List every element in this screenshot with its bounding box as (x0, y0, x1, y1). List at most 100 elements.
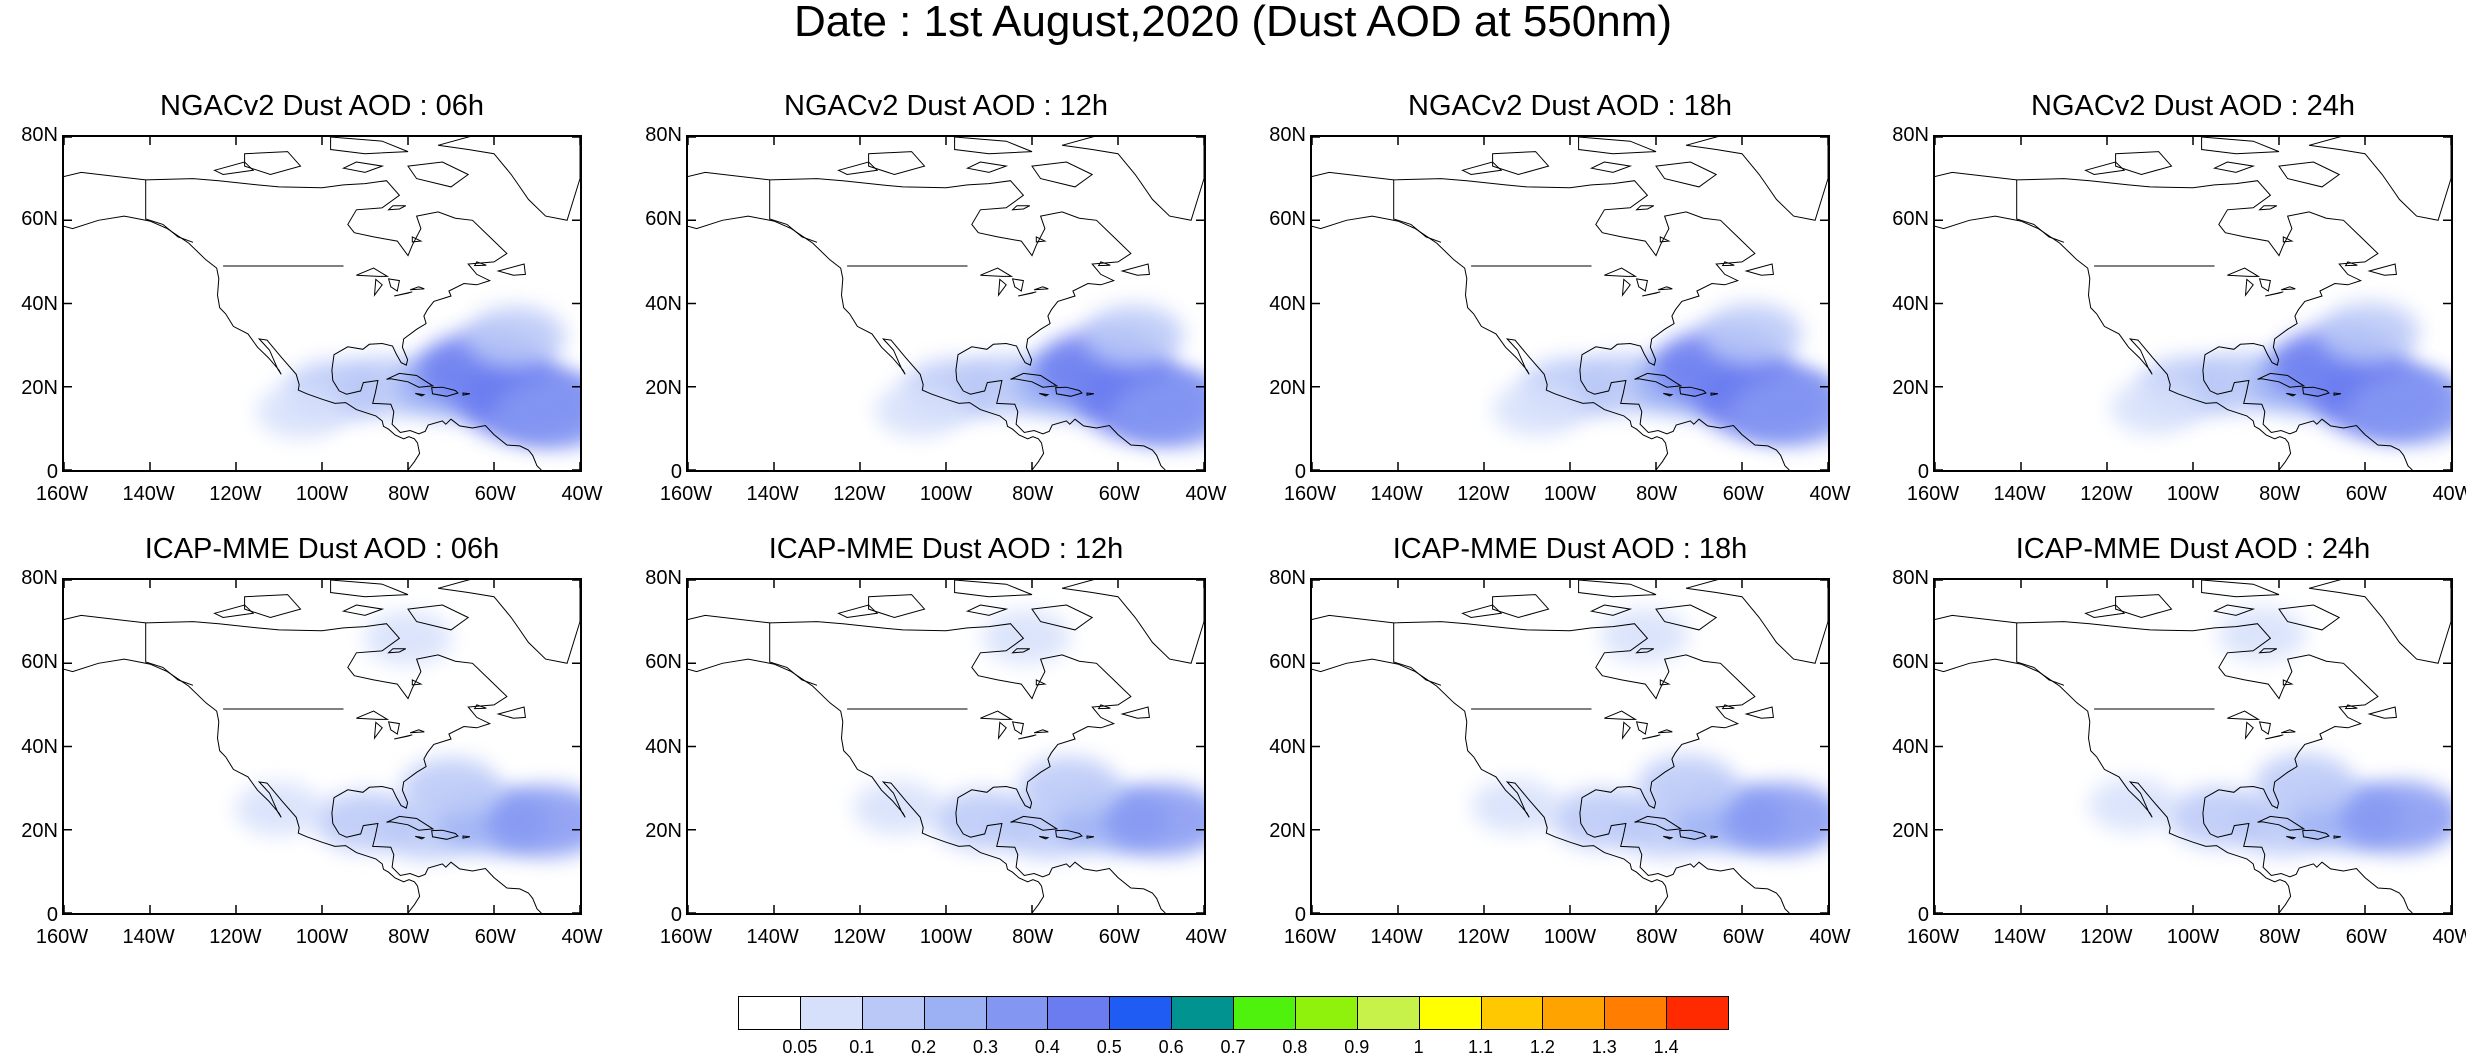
coastline-path (2367, 706, 2397, 719)
lat-tick-label: 0 (1917, 461, 1929, 483)
colorbar-label: 0.1 (849, 1037, 875, 1057)
lat-tick-label: 0 (670, 904, 682, 926)
coastline-path (431, 386, 459, 397)
map-panel (1933, 578, 2453, 915)
coastline-path (1120, 706, 1150, 719)
coastline-path (965, 604, 1009, 616)
lat-tick-label: 80N (645, 124, 682, 146)
coastline-path (1635, 648, 1655, 654)
aod-blob (496, 375, 580, 448)
lon-tick-label: 40W (561, 483, 603, 505)
map-svg (1312, 580, 1828, 913)
lat-tick-label: 60N (1269, 651, 1306, 674)
coastline-path (954, 580, 1033, 598)
coastline-path (2280, 729, 2296, 734)
aod-blob (1493, 381, 1582, 436)
coastline-path (2282, 236, 2294, 243)
coastline-path (244, 594, 302, 619)
lat-tick-label: 60N (645, 208, 682, 231)
lon-tick-label: 160W (1906, 483, 1960, 505)
colorbar-label: 0.05 (782, 1037, 818, 1057)
coastline-path (213, 161, 255, 176)
aod-blob (1101, 784, 1204, 857)
aod-blob (465, 306, 566, 367)
coastline-path (437, 580, 580, 664)
coastline-path (2016, 622, 2065, 686)
coastlines (1312, 580, 1828, 913)
coastline-path (356, 710, 390, 720)
lon-tick-label: 100W (1543, 483, 1597, 505)
aod-blob (1720, 782, 1828, 855)
lon-tick-label: 140W (1993, 483, 2046, 505)
lat-tick-label: 60N (1892, 651, 1929, 674)
map-panel (62, 135, 582, 472)
coastline-path (145, 179, 194, 243)
coastline-path (2258, 278, 2271, 292)
lon-tick-label: 40W (1185, 926, 1227, 948)
lon-tick-label: 80W (1636, 483, 1678, 505)
lon-tick-label: 80W (1012, 483, 1054, 505)
colorbar-swatch (1294, 996, 1358, 1030)
panel-title: ICAP-MME Dust AOD : 18h (1392, 533, 1748, 565)
coastline-path (688, 171, 1166, 470)
coastline-path (1710, 392, 1718, 396)
colorbar-label: 0.8 (1282, 1037, 1308, 1057)
colorbar-label: 0.6 (1158, 1037, 1184, 1057)
lon-tick-label: 40W (1809, 483, 1851, 505)
coastline-path (1010, 372, 1059, 388)
lon-tick-label: 160W (659, 926, 713, 948)
coastline-path (1659, 236, 1671, 243)
coastline-path (1642, 734, 1661, 740)
lon-tick-label: 100W (2166, 926, 2220, 948)
aod-blob (364, 611, 452, 666)
axis-ticks (1312, 137, 1828, 470)
lon-tick-label: 160W (1283, 483, 1337, 505)
aod-field (1493, 304, 1828, 445)
aod-blob (2088, 777, 2177, 832)
axis-ticks (1312, 580, 1828, 913)
coastline-path (213, 604, 255, 619)
coastline-path (415, 392, 426, 397)
aod-blob (1114, 374, 1204, 447)
lat-tick-label: 0 (1294, 904, 1306, 926)
colorbar-swatch (1171, 996, 1234, 1030)
coastline-path (868, 151, 926, 176)
lon-tick-label: 120W (833, 926, 886, 948)
lat-tick-label: 20N (645, 819, 682, 842)
coastline-path (1721, 704, 1735, 710)
map-svg (1935, 580, 2451, 913)
coastline-path (997, 278, 1007, 297)
lon-tick-label: 100W (919, 483, 973, 505)
coastline-path (1663, 835, 1674, 840)
lat-tick-label: 60N (21, 208, 58, 231)
lon-tick-label: 80W (388, 483, 430, 505)
coastline-path (1393, 179, 1442, 243)
axis-ticks (64, 137, 580, 470)
coastline-path (997, 721, 1007, 740)
coastline-path (1492, 594, 1550, 619)
panel-title: NGACv2 Dust AOD : 18h (1408, 90, 1732, 122)
coastline-path (1035, 236, 1047, 243)
coastline-path (868, 594, 926, 619)
aod-blob (2350, 371, 2451, 444)
coastline-path (394, 734, 413, 740)
lon-tick-label: 100W (295, 926, 349, 948)
coastline-path (1685, 580, 1828, 664)
lat-tick-label: 80N (1269, 124, 1306, 146)
lon-tick-label: 120W (1457, 483, 1510, 505)
coastline-path (1657, 286, 1673, 291)
map-svg (64, 137, 580, 470)
coastline-path (1710, 835, 1718, 839)
lon-tick-label: 60W (474, 926, 516, 948)
coastline-path (769, 179, 818, 243)
lat-tick-label: 40N (1892, 292, 1929, 315)
lon-tick-label: 140W (746, 926, 799, 948)
lon-tick-label: 60W (474, 483, 516, 505)
colorbar-label: 0.5 (1096, 1037, 1122, 1057)
coastline-path (394, 291, 413, 297)
coastline-path (1659, 679, 1671, 686)
colorbar-swatch (1418, 996, 1482, 1030)
coastline-path (1935, 658, 2292, 913)
map-svg (1312, 137, 1828, 470)
lat-tick-label: 40N (1269, 735, 1306, 758)
